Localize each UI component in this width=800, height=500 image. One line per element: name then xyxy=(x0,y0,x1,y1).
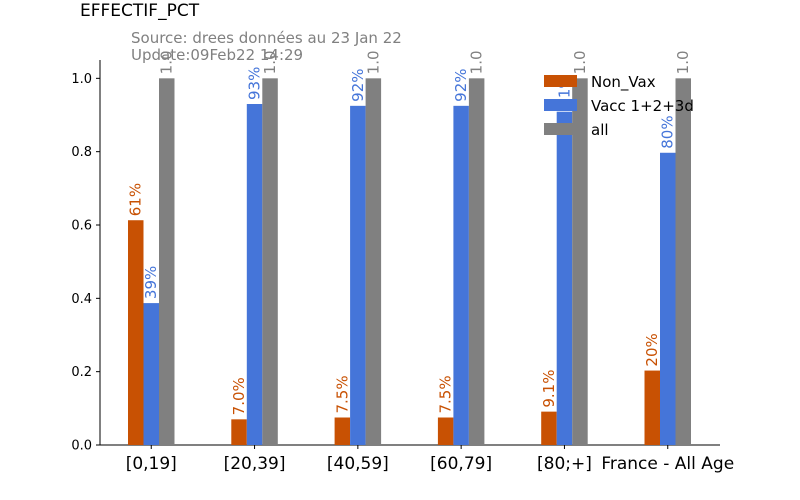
legend-swatch xyxy=(544,123,577,135)
x-tick-label: [60,79] xyxy=(430,454,492,474)
x-tick-label: [20,39] xyxy=(224,454,286,474)
legend-label: all xyxy=(591,121,609,139)
bar-non-vax xyxy=(334,417,351,445)
bar-non-vax xyxy=(437,417,454,445)
bar-all xyxy=(468,78,485,445)
y-tick-label: 0.2 xyxy=(71,365,92,380)
chart-update: Update:09Feb22 14:29 xyxy=(131,46,303,64)
data-label: 1.0 xyxy=(571,50,589,74)
data-label: 92% xyxy=(452,68,470,101)
bar-non-vax xyxy=(128,220,144,445)
bar-non-vax xyxy=(231,419,247,445)
legend-label: Vacc 1+2+3d xyxy=(591,97,694,115)
bar-vacc-1-2-3d xyxy=(350,105,366,445)
bar-all xyxy=(159,78,175,445)
legend: Non_Vax Vacc 1+2+3d all xyxy=(544,73,694,139)
y-tick-label: 1.0 xyxy=(71,72,92,87)
data-label: 92% xyxy=(349,68,367,101)
x-ticks: [0,19] [20,39] [40,59] [60,79] [80;+] France … xyxy=(126,445,734,474)
bar-non-vax xyxy=(541,411,557,445)
data-label: 93% xyxy=(246,67,264,100)
bar-vacc-1-2-3d xyxy=(453,105,469,445)
legend-label: Non_Vax xyxy=(591,73,656,92)
bar-all xyxy=(572,78,588,445)
bar-non-vax xyxy=(644,370,660,445)
data-label: 1.0 xyxy=(674,50,692,74)
y-tick-label: 0.4 xyxy=(71,292,92,307)
bars xyxy=(128,78,691,445)
data-label: 1.0 xyxy=(158,50,176,74)
data-label: 1.0 xyxy=(468,50,486,74)
legend-swatch xyxy=(544,99,577,111)
y-tick-label: 0.6 xyxy=(71,219,92,234)
data-label: 7.0% xyxy=(230,377,248,415)
data-label: 80% xyxy=(659,115,677,148)
data-label: 1.0 xyxy=(364,50,382,74)
bar-vacc-1-2-3d xyxy=(556,111,573,445)
data-label: 1.0 xyxy=(261,50,279,74)
legend-swatch xyxy=(544,75,577,87)
data-label: 9.1% xyxy=(540,370,558,408)
data-label: 61% xyxy=(127,183,145,216)
data-label: 7.5% xyxy=(333,375,351,413)
bar-vacc-1-2-3d xyxy=(143,303,159,445)
x-tick-label: [40,59] xyxy=(327,454,389,474)
data-labels: 61%39%1.07.0%93%1.07.5%92%1.07.5%92%1.09… xyxy=(127,50,693,415)
bar-all xyxy=(365,78,382,445)
chart-title: EFFECTIF_PCT xyxy=(80,1,200,21)
data-label: 20% xyxy=(643,333,661,366)
data-label: 39% xyxy=(142,266,160,299)
bar-all xyxy=(262,78,278,445)
bar-vacc-1-2-3d xyxy=(660,152,676,445)
y-tick-label: 0.0 xyxy=(71,439,92,454)
bar-vacc-1-2-3d xyxy=(246,104,263,445)
y-ticks: 0.0 0.2 0.4 0.6 0.8 1.0 xyxy=(71,72,100,454)
x-tick-label: [80;+] xyxy=(537,454,592,474)
bar-all xyxy=(675,78,691,445)
x-tick-label: France - All Age xyxy=(601,454,734,474)
chart-source: Source: drees données au 23 Jan 22 xyxy=(131,29,402,47)
y-tick-label: 0.8 xyxy=(71,145,92,160)
data-label: 7.5% xyxy=(437,375,455,413)
x-tick-label: [0,19] xyxy=(126,454,177,474)
